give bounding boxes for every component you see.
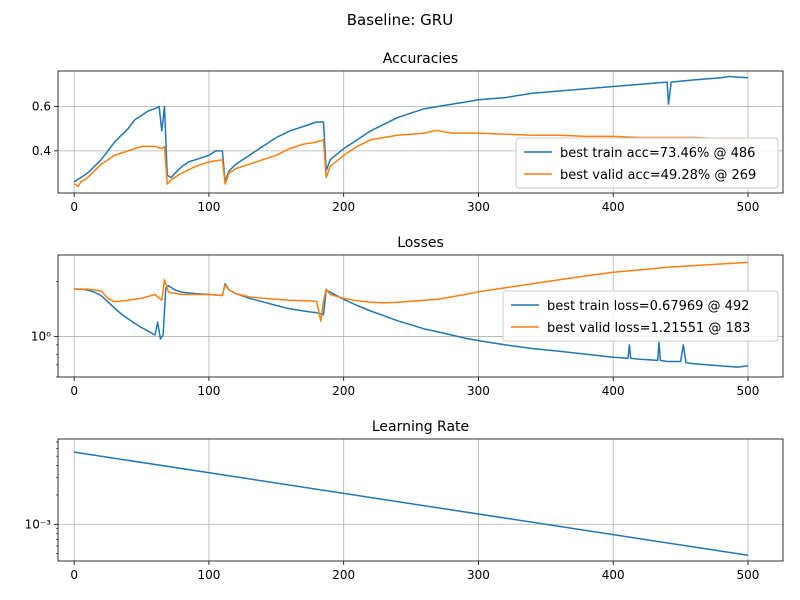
y-tick-label: 0.6 [32,99,51,113]
series-line-train [74,451,749,557]
figure-suptitle: Baseline: GRU [347,11,453,29]
x-tick-label: 100 [197,200,220,214]
legend-box [515,137,779,189]
x-tick-label: 400 [602,200,625,214]
axes-frame [57,254,784,378]
x-tick-label: 0 [70,568,78,582]
x-tick-label: 200 [332,384,355,398]
x-tick-label: 0 [70,384,78,398]
x-tick-label: 400 [602,568,625,582]
series-line-train [73,75,749,183]
x-tick-label: 100 [197,384,220,398]
legend-box [502,290,779,342]
axes-title: Losses [397,235,444,251]
y-tick-label: 0.4 [32,144,51,158]
x-tick-label: 200 [332,568,355,582]
x-tick-label: 500 [737,200,760,214]
y-tick-label: 10⁰ [31,330,51,344]
axes-frame [57,70,784,194]
legend-entry: best train acc=73.46% @ 486 [560,146,755,161]
x-tick-label: 300 [467,384,490,398]
legend-entry: best valid loss=1.21551 @ 183 [547,321,750,336]
legend-entry: best train loss=0.67969 @ 492 [547,299,749,314]
series-line-valid [74,261,749,322]
legend-entry: best valid acc=49.28% @ 269 [560,168,756,183]
x-tick-label: 0 [70,200,78,214]
losses-axes: 0 100 200 300 400 500 10⁰ Losses best train loss… [31,235,784,398]
axes-title: Learning Rate [372,419,469,435]
x-tick-label: 300 [467,568,490,582]
y-tick-label: 10⁻³ [25,517,52,531]
series-line-train [74,282,749,368]
x-tick-label: 100 [197,568,220,582]
axes-frame [57,438,784,562]
x-tick-label: 200 [332,200,355,214]
series-line-valid [73,129,748,188]
learning-rate-axes: 0 100 200 300 400 500 10⁻³ Learning Rate [25,419,784,582]
axes-title: Accuracies [383,51,458,67]
x-tick-label: 500 [737,568,760,582]
accuracies-axes: 0 100 200 300 400 500 0.4 0.6 Accuracies best tra… [32,51,784,214]
x-tick-label: 500 [737,384,760,398]
x-tick-label: 300 [467,200,490,214]
x-tick-label: 400 [602,384,625,398]
